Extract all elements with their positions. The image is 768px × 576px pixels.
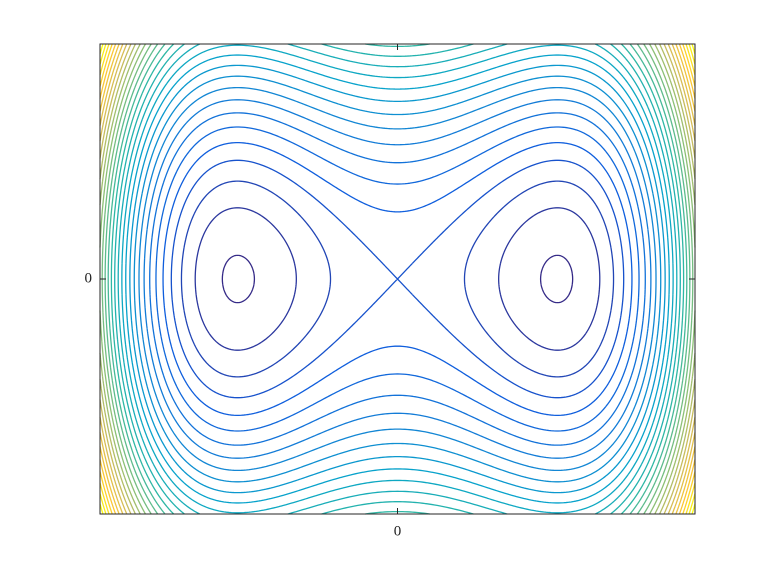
contour-line bbox=[99, 43, 696, 515]
contour-line bbox=[221, 254, 574, 304]
contour-line bbox=[99, 43, 696, 515]
contour-line bbox=[117, 43, 678, 515]
contour-line bbox=[99, 43, 696, 515]
contour-line bbox=[125, 54, 670, 504]
contour-line bbox=[170, 159, 625, 399]
contour-line bbox=[194, 207, 601, 351]
contour-line bbox=[143, 99, 652, 459]
contour-line bbox=[180, 180, 615, 378]
contour-line bbox=[149, 112, 646, 446]
contour-line bbox=[107, 43, 688, 515]
contour-line bbox=[121, 44, 674, 514]
contour-line bbox=[138, 86, 657, 472]
contour-line bbox=[104, 43, 691, 515]
contour-line bbox=[99, 43, 696, 515]
contour-line bbox=[99, 43, 696, 515]
contour-line bbox=[99, 43, 696, 515]
contour-line bbox=[99, 43, 696, 515]
y-tick-label: 0 bbox=[85, 270, 93, 286]
x-tick-label: 0 bbox=[394, 523, 402, 539]
contour-line bbox=[99, 43, 696, 515]
contour-line bbox=[99, 43, 696, 515]
contour-line bbox=[162, 142, 633, 416]
contour-line bbox=[99, 43, 696, 515]
contour-line bbox=[129, 64, 666, 494]
contour-line bbox=[110, 43, 685, 515]
contour-line bbox=[155, 126, 640, 432]
contour-line bbox=[114, 43, 681, 515]
contour-line bbox=[99, 43, 696, 515]
contour-line bbox=[101, 43, 694, 515]
contour-line bbox=[133, 75, 662, 483]
